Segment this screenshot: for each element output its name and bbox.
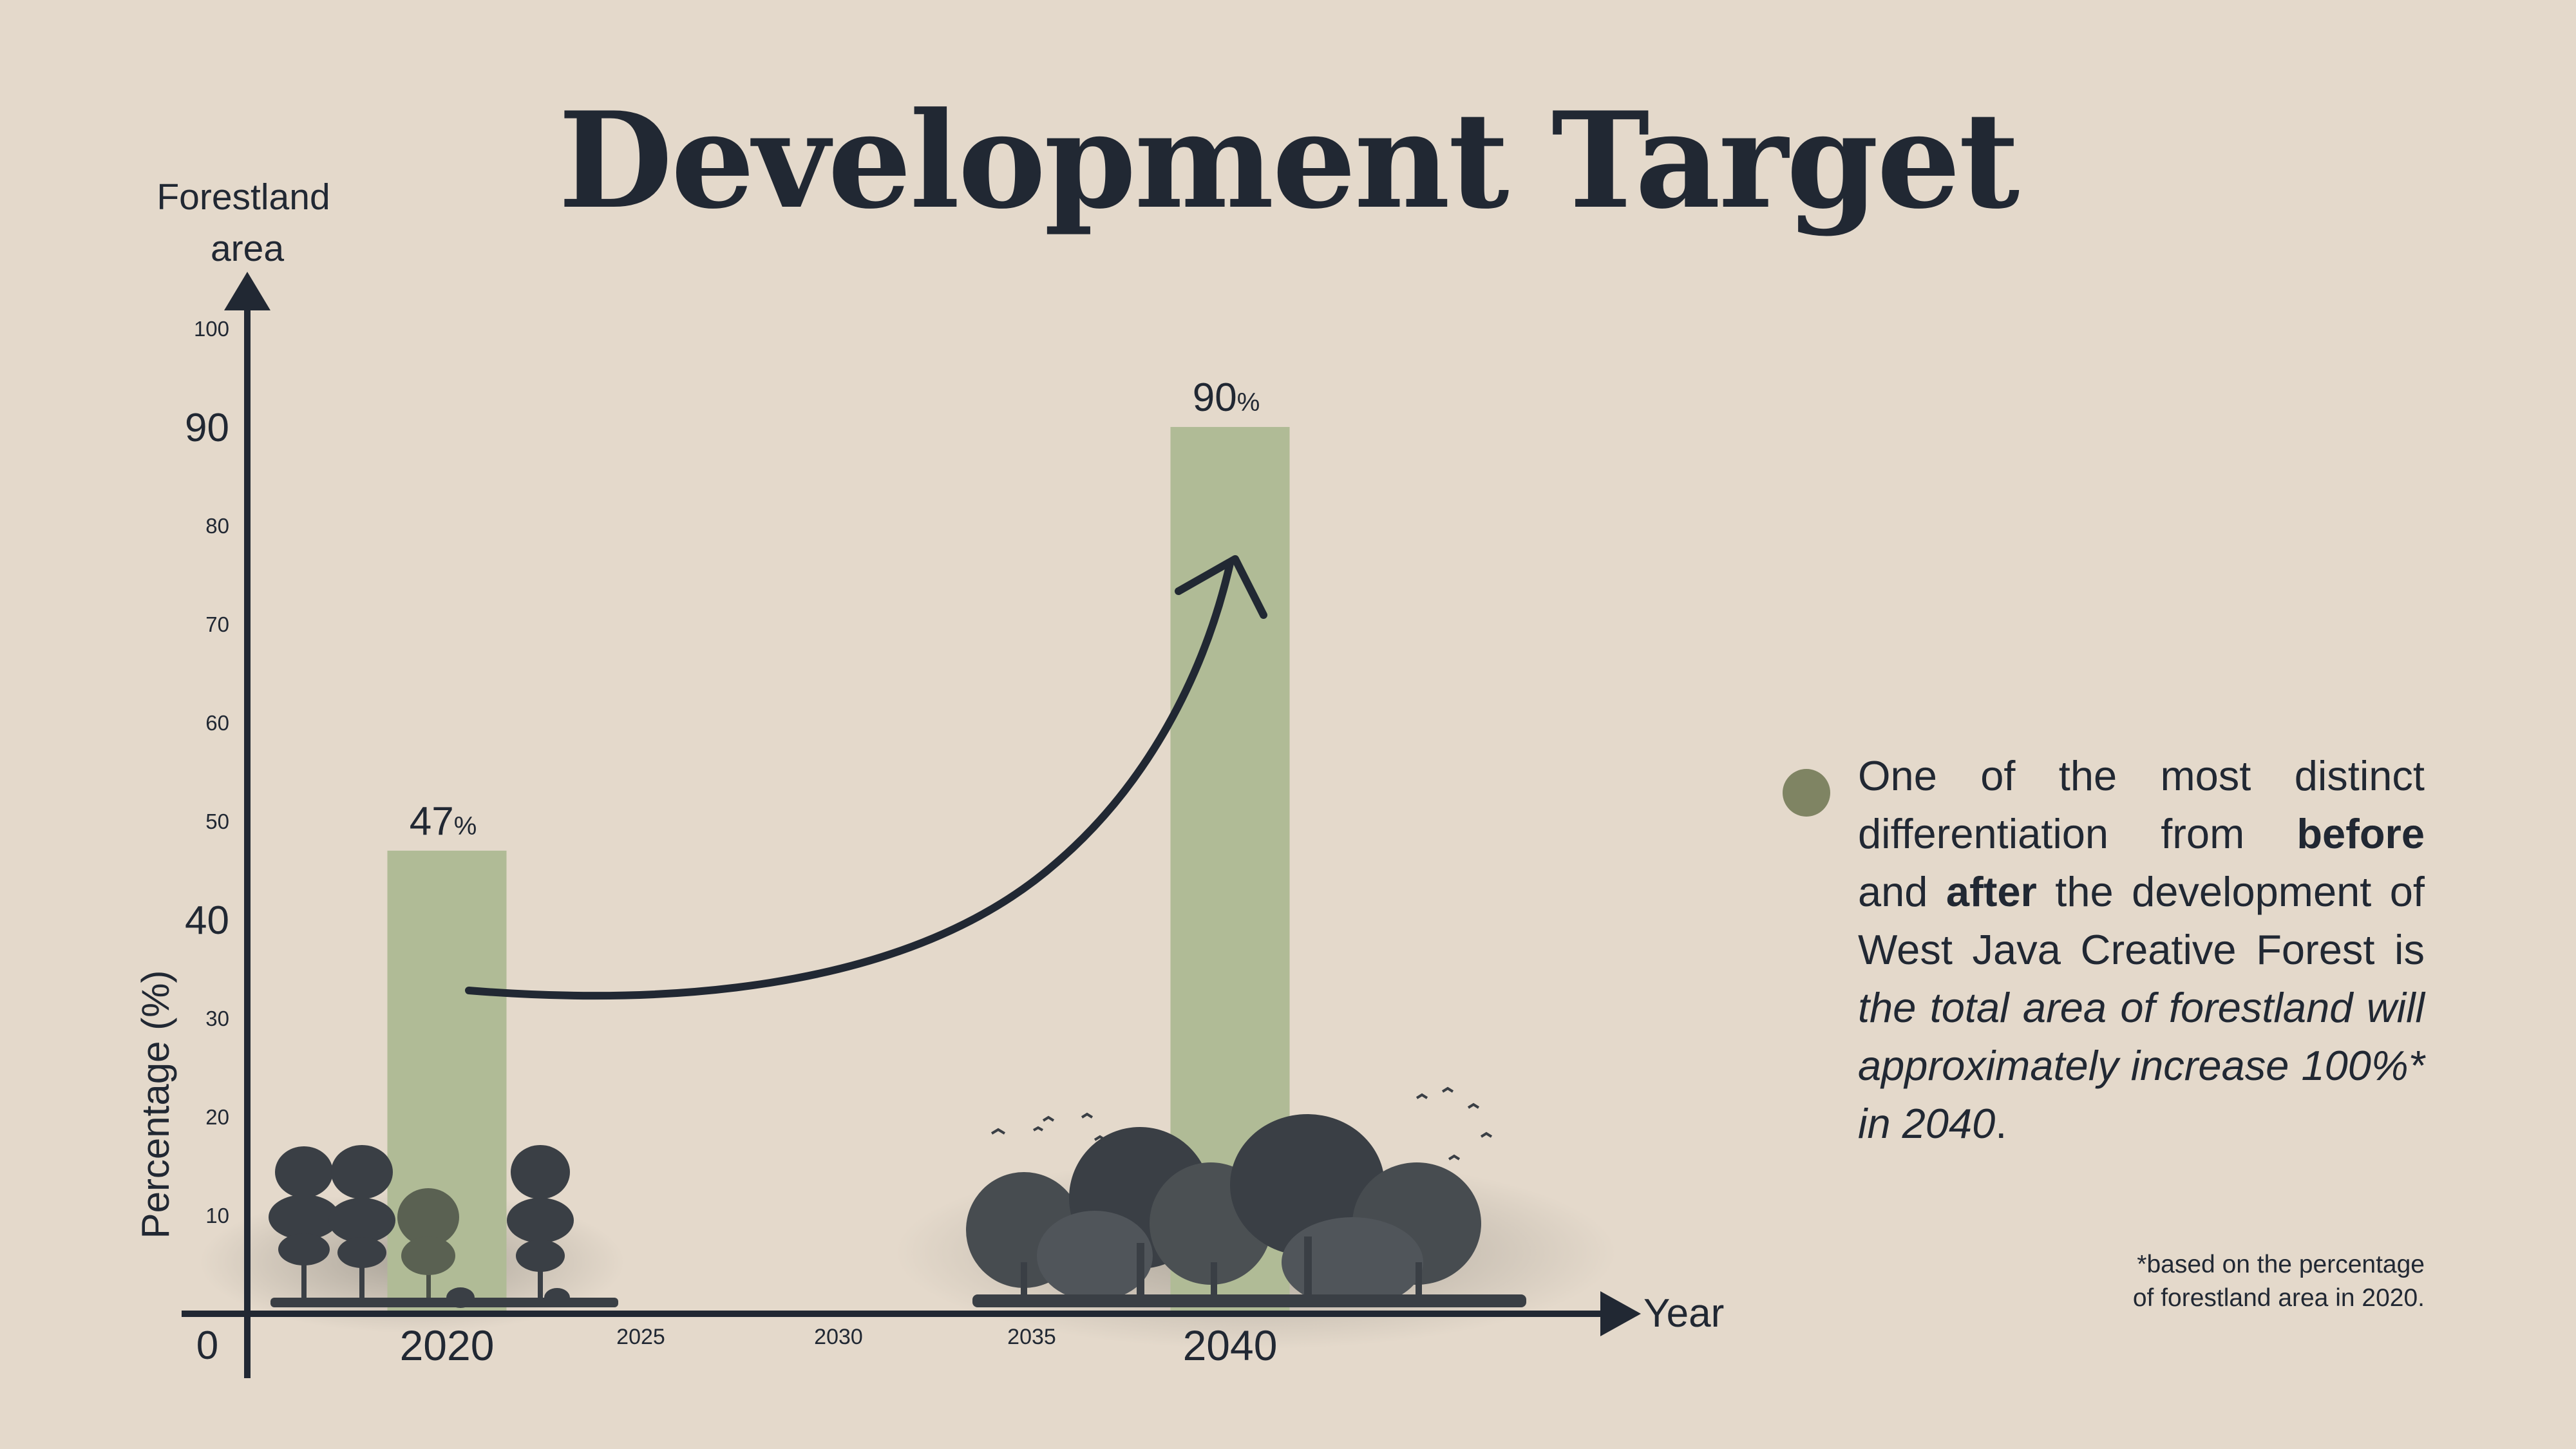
value-label-2020: 47% — [410, 799, 477, 844]
note-italic: the total area of forestland will approx… — [1858, 984, 2425, 1147]
y-tick-labels: 100 90 80 70 60 50 40 30 20 10 — [185, 317, 229, 1227]
note-bullet-dot — [1783, 769, 1830, 817]
y-tick-label-100: 100 — [194, 317, 229, 341]
value-label-number: 90 — [1193, 375, 1237, 420]
note-paragraph: One of the most distinct differentiation… — [1858, 747, 2425, 1153]
y-tick-label-90: 90 — [185, 406, 229, 450]
x-axis-label: Year — [1643, 1291, 1724, 1336]
x-category-label-2040: 2040 — [1183, 1321, 1278, 1369]
y-axis-arrowhead — [224, 272, 270, 310]
y-tick-label-20: 20 — [205, 1105, 229, 1129]
y-tick-label-70: 70 — [205, 612, 229, 636]
note-text-1: One of the most distinct differentiation… — [1858, 752, 2425, 857]
y-tick-label-60: 60 — [205, 711, 229, 735]
note-bold-before: before — [2297, 810, 2425, 857]
value-label-2040: 90% — [1193, 375, 1260, 420]
growth-arrowhead — [1175, 555, 1267, 619]
trees-left-illustration — [269, 1145, 618, 1308]
note-text-3: the development of West Java Creative Fo… — [1858, 868, 2425, 973]
footnote-line-1: *based on the percentage — [2137, 1251, 2425, 1278]
y-tick-label-40: 40 — [185, 898, 229, 943]
footnote-line-2: of forestland area in 2020. — [2132, 1284, 2425, 1312]
growth-arrow — [465, 560, 1234, 1000]
x-minor-tick-label-2030: 2030 — [814, 1325, 863, 1349]
value-label-number: 47 — [410, 799, 454, 844]
slide-title: Development Target — [558, 84, 2020, 238]
x-minor-tick-label-2035: 2035 — [1007, 1325, 1056, 1349]
x-minor-tick-label-2025: 2025 — [616, 1325, 665, 1349]
footnote: *based on the percentage of forestland a… — [2029, 1248, 2425, 1315]
x-category-label-2020: 2020 — [400, 1321, 495, 1369]
y-axis-top-label-line2: area — [211, 228, 284, 269]
bar-2020 — [387, 850, 507, 1311]
note-text-2: and — [1858, 868, 1946, 915]
origin-label: 0 — [196, 1323, 218, 1368]
value-label-unit: % — [1237, 388, 1260, 417]
y-axis-top-label-line1: Forestland — [156, 176, 330, 218]
y-tick-label-80: 80 — [205, 514, 229, 538]
trees-right-illustration — [966, 1086, 1526, 1307]
x-tick-labels: 2020 2040 2025 2030 2035 — [400, 1321, 1278, 1369]
y-tick-label-30: 30 — [205, 1007, 229, 1030]
note-text-4: . — [1995, 1100, 2007, 1147]
y-tick-label-50: 50 — [205, 810, 229, 833]
note-bold-after: after — [1946, 868, 2037, 915]
y-tick-label-10: 10 — [205, 1204, 229, 1227]
y-axis-side-label: Percentage (%) — [134, 971, 177, 1239]
value-label-unit: % — [454, 812, 477, 840]
x-axis-arrowhead — [1600, 1291, 1641, 1336]
